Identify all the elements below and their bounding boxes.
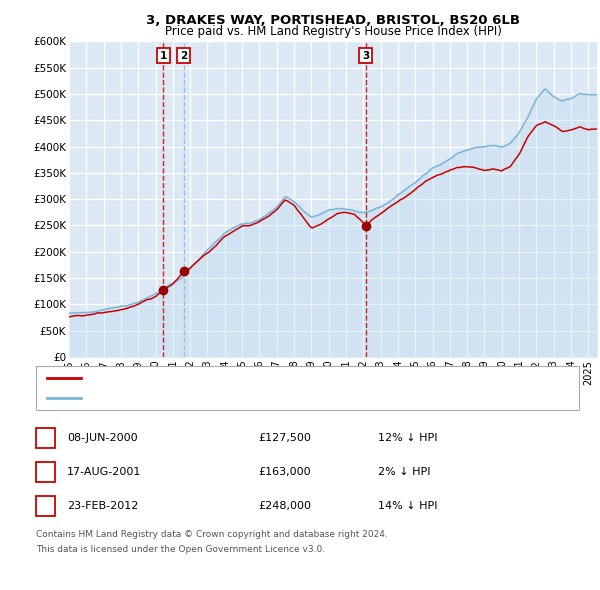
Text: £127,500: £127,500 xyxy=(258,433,311,442)
Text: 3, DRAKES WAY, PORTISHEAD, BRISTOL, BS20 6LB (detached house): 3, DRAKES WAY, PORTISHEAD, BRISTOL, BS20… xyxy=(87,373,442,383)
Text: 3, DRAKES WAY, PORTISHEAD, BRISTOL, BS20 6LB: 3, DRAKES WAY, PORTISHEAD, BRISTOL, BS20… xyxy=(146,14,520,27)
Text: 2: 2 xyxy=(180,51,187,61)
Text: 3: 3 xyxy=(362,51,370,61)
Text: 12% ↓ HPI: 12% ↓ HPI xyxy=(378,433,437,442)
Text: 1: 1 xyxy=(42,433,49,442)
Text: 17-AUG-2001: 17-AUG-2001 xyxy=(67,467,142,477)
Text: Contains HM Land Registry data © Crown copyright and database right 2024.: Contains HM Land Registry data © Crown c… xyxy=(36,530,388,539)
Text: 14% ↓ HPI: 14% ↓ HPI xyxy=(378,502,437,511)
Text: 2: 2 xyxy=(42,467,49,477)
Text: 2% ↓ HPI: 2% ↓ HPI xyxy=(378,467,430,477)
Text: £163,000: £163,000 xyxy=(258,467,311,477)
Text: 3: 3 xyxy=(42,502,49,511)
Text: Price paid vs. HM Land Registry's House Price Index (HPI): Price paid vs. HM Land Registry's House … xyxy=(164,25,502,38)
Text: 1: 1 xyxy=(160,51,167,61)
Text: 08-JUN-2000: 08-JUN-2000 xyxy=(67,433,138,442)
Text: HPI: Average price, detached house, North Somerset: HPI: Average price, detached house, Nort… xyxy=(87,393,362,403)
Text: This data is licensed under the Open Government Licence v3.0.: This data is licensed under the Open Gov… xyxy=(36,545,325,554)
Text: 23-FEB-2012: 23-FEB-2012 xyxy=(67,502,139,511)
Text: £248,000: £248,000 xyxy=(258,502,311,511)
